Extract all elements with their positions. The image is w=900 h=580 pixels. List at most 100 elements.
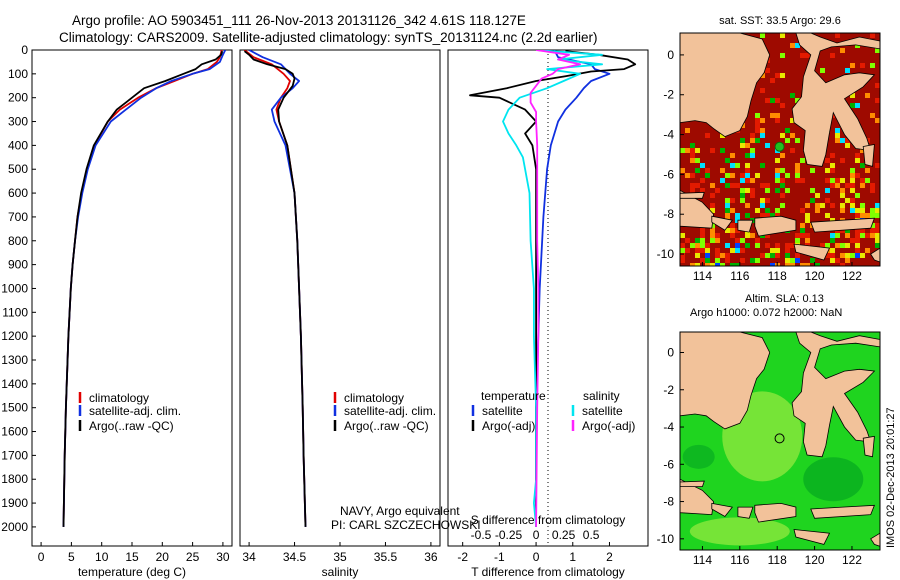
sst-pixel (835, 243, 840, 248)
depth-tick-label: 2000 (1, 520, 28, 534)
depth-tick-label: 1400 (1, 377, 28, 391)
sst-pixel (745, 213, 750, 218)
sst-pixel (780, 33, 785, 38)
difference-legend-temperature: temperature satellite Argo(-adj) (471, 389, 546, 433)
sst-pixel (775, 213, 780, 218)
sst-pixel (710, 263, 715, 266)
sst-pixel (700, 163, 705, 168)
sst-pixel (725, 258, 730, 263)
sst-pixel (715, 248, 720, 253)
sst-pixel (735, 238, 740, 243)
temperature-x-tick-label: 5 (68, 550, 75, 564)
sst-pixel (840, 253, 845, 258)
sst-pixel (765, 68, 770, 73)
sst-pixel (870, 228, 875, 233)
sst-pixel (725, 253, 730, 258)
sst-pixel (835, 33, 840, 38)
sst-pixel (785, 138, 790, 143)
sst-pixel (850, 168, 855, 173)
sst-pixel (830, 53, 835, 58)
sst-pixel (820, 243, 825, 248)
map-lon-label: 114 (693, 269, 712, 283)
sst-pixel (870, 188, 875, 193)
sst-pixel (765, 143, 770, 148)
sst-pixel (700, 238, 705, 243)
sst-pixel (835, 233, 840, 238)
map-lat-label: -4 (663, 128, 674, 142)
sst-pixel (760, 198, 765, 203)
sst-pixel (730, 223, 735, 228)
sst-pixel (730, 248, 735, 253)
sst-pixel (875, 203, 880, 208)
sst-pixel (855, 213, 860, 218)
temperature-x-tick-label: 10 (95, 550, 109, 564)
sst-pixel (730, 173, 735, 178)
sst-pixel (765, 198, 770, 203)
sst-pixel (830, 168, 835, 173)
temperature-x-tick-label: 30 (216, 550, 230, 564)
sst-pixel (755, 208, 760, 213)
sst-pixel (775, 98, 780, 103)
sst-pixel (685, 128, 690, 133)
depth-tick-label: 1000 (1, 281, 28, 295)
sst-pixel (860, 203, 865, 208)
sst-pixel (775, 158, 780, 163)
land-mass (862, 144, 875, 167)
salinity-difference-tick-label: -0.5 (471, 528, 492, 542)
sst-pixel (835, 133, 840, 138)
map-lon-label: 122 (842, 553, 862, 567)
sst-map-ticks: 114 116 118 120 122 0 -2 -4 -6 -8 -10 (657, 48, 863, 283)
temperature-difference-satellite-line (535, 50, 611, 527)
sst-pixel (705, 253, 710, 258)
sst-pixel (770, 78, 775, 83)
salinity-panel: 34 34.5 35 35.5 36 salinity climatology sate… (239, 49, 481, 579)
sst-pixel (710, 148, 715, 153)
diff-legend-salinity-title: salinity (583, 389, 620, 403)
temperature-legend-argo: Argo(..raw -QC) (89, 419, 174, 433)
sst-pixel (835, 138, 840, 143)
sst-pixel (865, 168, 870, 173)
sst-pixel (870, 223, 875, 228)
temperature-lines (62, 50, 227, 527)
sst-pixel (835, 183, 840, 188)
sst-pixel (760, 118, 765, 123)
diff-legend-sal-argo: Argo(-adj) (582, 419, 635, 433)
sst-pixel (850, 93, 855, 98)
temperature-x-tick-label: 20 (156, 550, 170, 564)
sst-pixel (795, 258, 800, 263)
temperature-axes-frame (31, 49, 233, 547)
depth-tick-label: 400 (8, 138, 28, 152)
sst-pixel (760, 253, 765, 258)
sst-pixel (870, 63, 875, 68)
sst-pixel (705, 258, 710, 263)
sst-pixel (735, 163, 740, 168)
sst-pixel (805, 213, 810, 218)
sst-pixel (750, 153, 755, 158)
sst-pixel (840, 188, 845, 193)
sst-pixel (780, 168, 785, 173)
sst-pixel (740, 143, 745, 148)
sst-pixel (725, 183, 730, 188)
sst-pixel (760, 128, 765, 133)
sst-pixel (705, 168, 710, 173)
sst-pixel (775, 173, 780, 178)
sst-pixel (825, 158, 830, 163)
sst-pixel (790, 263, 795, 266)
difference-lines (469, 50, 637, 527)
sst-pixel (700, 243, 705, 248)
sst-pixel (800, 178, 805, 183)
difference-legend-salinity: salinity satellite Argo(-adj) (571, 389, 635, 433)
depth-tick-label: 1200 (1, 329, 28, 343)
land-mass (870, 247, 880, 263)
sst-pixel (840, 203, 845, 208)
sst-pixel (715, 188, 720, 193)
map-lon-label: 120 (805, 269, 825, 283)
sst-pixel (810, 168, 815, 173)
sst-pixel (830, 203, 835, 208)
sst-pixel (860, 163, 865, 168)
land-mass (810, 217, 875, 233)
sst-pixel (800, 263, 805, 266)
temperature-satellite-clim-line (62, 50, 227, 527)
sst-pixel (845, 143, 850, 148)
sst-pixel (840, 48, 845, 53)
